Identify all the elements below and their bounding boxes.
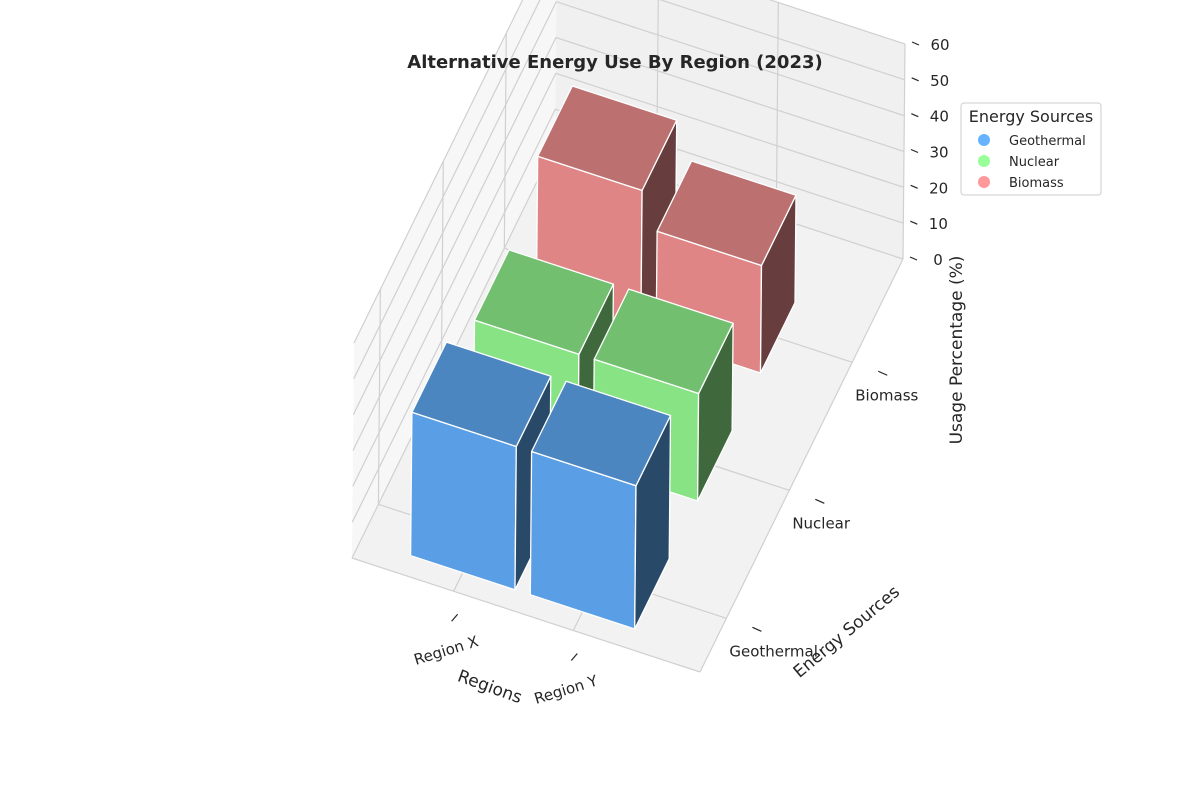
legend: Energy Sources Geothermal Nuclear Biomass: [960, 102, 1102, 196]
tick-labels: Region X Region Y Geothermal Nuclear Biomass…: [412, 36, 950, 708]
bar-geothermal-region-x: [409, 341, 552, 591]
bar-top-face: [530, 380, 672, 487]
bar-geothermal-region-y: [529, 380, 672, 630]
z-grid-line: [353, 0, 905, 380]
y-tick-mark: [752, 626, 762, 632]
z-grid-line: [353, 0, 906, 344]
z-grid-line: [352, 36, 905, 451]
bar-top-face: [537, 85, 678, 192]
z-tick-mark: [910, 220, 918, 225]
y-tick-label: Nuclear: [792, 514, 851, 532]
z-tick-label: 10: [929, 215, 948, 233]
legend-frame: [960, 102, 1102, 196]
y-tick-label: Biomass: [855, 386, 918, 404]
z-grid-line: [352, 0, 905, 415]
legend-item-label: Biomass: [1009, 176, 1064, 191]
y-axis-line: [699, 258, 904, 673]
y-tick-mark: [815, 498, 825, 504]
x-tick-label: Region X: [412, 632, 481, 669]
z-tick-mark: [909, 256, 918, 261]
bar-top-face: [473, 249, 615, 355]
z-tick-label: 20: [929, 179, 948, 197]
y-tick-mark: [878, 370, 888, 376]
x-tick-label: Region Y: [532, 671, 600, 708]
z-tick-mark: [911, 77, 919, 82]
legend-marker: [978, 176, 990, 188]
bars-group: [409, 85, 797, 630]
z-tick-label: 40: [930, 108, 949, 126]
legend-item-label: Nuclear: [1009, 155, 1060, 170]
bar-top-face: [411, 341, 552, 448]
z-tick-label: 50: [930, 72, 949, 90]
legend-title: Energy Sources: [969, 107, 1093, 126]
z-axis-label: Usage Percentage (%): [947, 256, 967, 445]
x-tick-mark: [570, 653, 578, 661]
z-tick-mark: [911, 113, 919, 118]
legend-marker: [978, 155, 990, 167]
x-axis-label: Regions: [455, 666, 525, 708]
back-pane: [555, 0, 905, 259]
z-tick-label: 30: [929, 144, 948, 162]
x-axis-line: [351, 557, 701, 673]
z-tick-label: 0: [933, 251, 943, 269]
y-tick-label: Geothermal: [729, 642, 818, 660]
z-axis-line: [902, 43, 906, 260]
z-tick-mark: [910, 148, 919, 154]
z-tick-label: 60: [930, 36, 949, 54]
chart-title: Alternative Energy Use By Region (2023): [407, 52, 822, 73]
bar-top-face: [656, 160, 797, 267]
z-grid-line: [351, 108, 904, 523]
x-tick-mark: [451, 613, 459, 622]
z-grid-line: [352, 72, 904, 487]
legend-item-label: Geothermal: [1009, 134, 1086, 149]
legend-marker: [978, 134, 990, 146]
z-tick-mark: [910, 184, 918, 189]
z-tick-mark: [911, 41, 920, 46]
bar-top-face: [593, 288, 734, 395]
y-axis-label: Energy Sources: [790, 582, 904, 682]
